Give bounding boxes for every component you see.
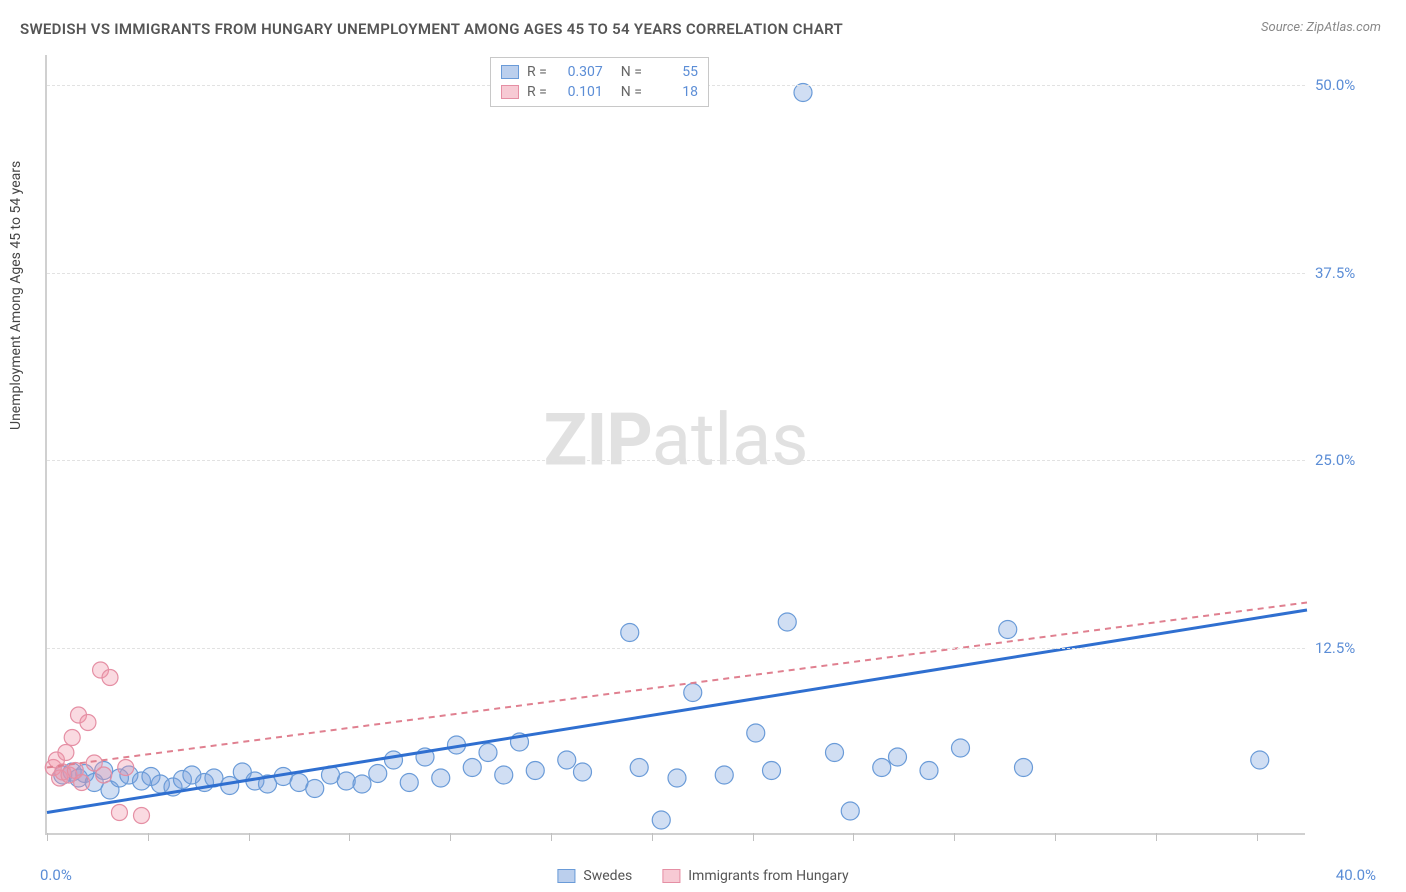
x-tick	[148, 833, 149, 841]
scatter-point	[841, 802, 859, 820]
stats-box: R = 0.307 N = 55 R = 0.101 N = 18	[490, 57, 709, 107]
plot-svg	[47, 55, 1305, 833]
scatter-point	[353, 775, 371, 793]
scatter-point	[778, 613, 796, 631]
scatter-point	[574, 763, 592, 781]
legend-item: Immigrants from Hungary	[662, 868, 848, 884]
x-tick	[954, 833, 955, 841]
x-tick	[450, 833, 451, 841]
scatter-point	[74, 775, 90, 791]
scatter-point	[621, 624, 639, 642]
scatter-point	[495, 766, 513, 784]
scatter-point	[558, 751, 576, 769]
stat-r-label: R =	[527, 64, 547, 80]
stat-n-label: N =	[621, 84, 642, 100]
scatter-point	[715, 766, 733, 784]
legend-label: Immigrants from Hungary	[688, 868, 848, 884]
scatter-point	[118, 760, 134, 776]
scatter-point	[134, 808, 150, 824]
scatter-point	[369, 765, 387, 783]
scatter-point	[96, 767, 112, 783]
scatter-point	[1015, 759, 1033, 777]
stat-n-label: N =	[621, 64, 642, 80]
scatter-point	[58, 745, 74, 761]
x-tick	[652, 833, 653, 841]
trend-line	[47, 603, 1307, 768]
stats-row: R = 0.307 N = 55	[501, 62, 698, 82]
x-max-label: 40.0%	[1336, 866, 1376, 884]
scatter-point	[794, 84, 812, 102]
scatter-point	[873, 759, 891, 777]
stat-n-value: 55	[650, 64, 698, 80]
legend-swatch	[662, 869, 680, 883]
stats-row: R = 0.101 N = 18	[501, 82, 698, 102]
x-tick	[551, 833, 552, 841]
y-tick-label: 25.0%	[1315, 451, 1385, 469]
legend-swatch	[501, 85, 519, 99]
legend-swatch	[501, 65, 519, 79]
scatter-point	[526, 762, 544, 780]
scatter-point	[630, 759, 648, 777]
scatter-point	[111, 805, 127, 821]
legend-bottom: Swedes Immigrants from Hungary	[557, 868, 848, 884]
stat-r-value: 0.307	[555, 64, 603, 80]
scatter-point	[889, 748, 907, 766]
source-label: Source: ZipAtlas.com	[1261, 20, 1381, 35]
y-tick-label: 50.0%	[1315, 76, 1385, 94]
x-origin-label: 0.0%	[40, 866, 72, 884]
scatter-point	[306, 780, 324, 798]
scatter-point	[763, 762, 781, 780]
scatter-point	[747, 724, 765, 742]
scatter-point	[337, 772, 355, 790]
scatter-point	[64, 730, 80, 746]
x-tick	[753, 833, 754, 841]
x-tick	[349, 833, 350, 841]
plot-area: ZIPatlas 12.5%25.0%37.5%50.0%	[45, 55, 1305, 835]
scatter-point	[385, 751, 403, 769]
scatter-point	[80, 715, 96, 731]
chart-title: SWEDISH VS IMMIGRANTS FROM HUNGARY UNEMP…	[20, 20, 843, 38]
scatter-point	[668, 769, 686, 787]
scatter-point	[463, 759, 481, 777]
x-tick	[1257, 833, 1258, 841]
stat-r-label: R =	[527, 84, 547, 100]
scatter-point	[432, 769, 450, 787]
x-tick	[1156, 833, 1157, 841]
x-tick	[853, 833, 854, 841]
gridline	[47, 460, 1305, 461]
scatter-point	[952, 739, 970, 757]
scatter-point	[920, 762, 938, 780]
legend-swatch	[557, 869, 575, 883]
x-tick	[47, 833, 48, 841]
stat-n-value: 18	[650, 84, 698, 100]
scatter-point	[479, 744, 497, 762]
scatter-point	[652, 811, 670, 829]
y-tick-label: 12.5%	[1315, 639, 1385, 657]
y-axis-label: Unemployment Among Ages 45 to 54 years	[8, 161, 24, 430]
stat-r-value: 0.101	[555, 84, 603, 100]
legend-item: Swedes	[557, 868, 632, 884]
y-tick-label: 37.5%	[1315, 264, 1385, 282]
scatter-point	[826, 744, 844, 762]
scatter-point	[1251, 751, 1269, 769]
scatter-point	[684, 684, 702, 702]
scatter-point	[400, 774, 418, 792]
legend-label: Swedes	[583, 868, 632, 884]
x-tick	[1055, 833, 1056, 841]
gridline	[47, 273, 1305, 274]
scatter-point	[999, 621, 1017, 639]
gridline	[47, 648, 1305, 649]
x-tick	[249, 833, 250, 841]
scatter-point	[102, 670, 118, 686]
